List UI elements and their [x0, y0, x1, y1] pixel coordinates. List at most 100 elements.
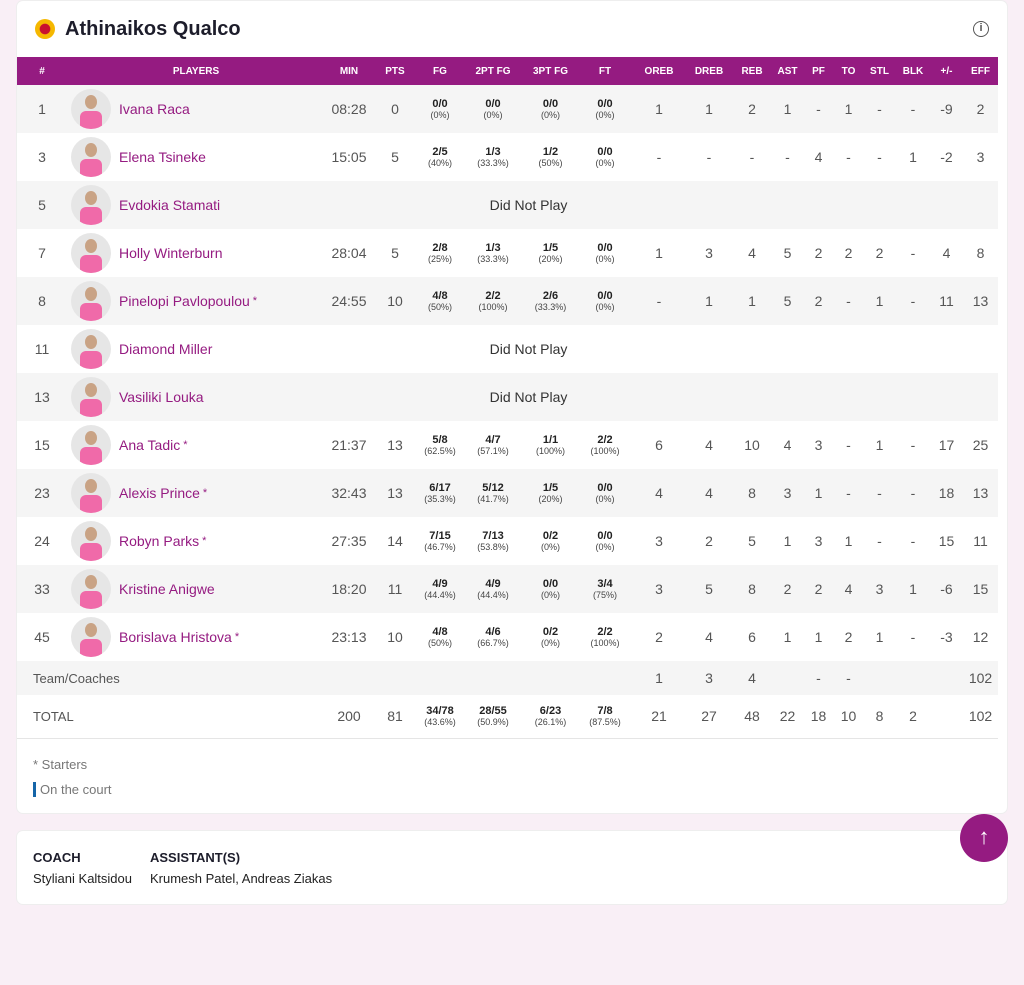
ft-percentage: (0%) — [595, 157, 615, 168]
pf-cell: - — [803, 85, 834, 133]
scroll-to-top-button[interactable]: ↑ — [960, 814, 1008, 862]
on-court-legend: On the court — [33, 781, 1007, 797]
player-name-link[interactable]: Ana Tadic — [119, 437, 181, 453]
fg-cell: 6/17 (35.3%) — [417, 469, 463, 517]
to-cell: - — [846, 437, 851, 453]
player-row: 5 Evdokia Stamati Did Not Play — [17, 181, 998, 229]
ast-cell: 22 — [772, 695, 803, 739]
plus-minus-cell: 15 — [938, 533, 955, 549]
player-row: 13 Vasiliki Louka Did Not Play — [17, 373, 998, 421]
ft-cell: 2/2 (100%) — [578, 421, 632, 469]
3pt-fg-made-attempted: 1/1 — [542, 433, 559, 446]
pf-cell: 2 — [803, 277, 834, 325]
player-name-link[interactable]: Elena Tsineke — [119, 149, 206, 165]
2pt-fg-percentage: (41.7%) — [477, 493, 509, 504]
boxscore-card: Athinaikos Qualco i # PLAYERS MIN PTS FG 2PT … — [17, 1, 1007, 813]
stl-cell: 2 — [875, 245, 884, 261]
player-name-link[interactable]: Kristine Anigwe — [119, 581, 215, 597]
3pt-fg-percentage: (33.3%) — [534, 301, 567, 312]
empty-cell — [463, 661, 523, 695]
dreb-cell: 1 — [686, 85, 732, 133]
player-name-link[interactable]: Ivana Raca — [119, 101, 190, 117]
2pt-fg-percentage: (100%) — [478, 301, 508, 312]
info-icon[interactable]: i — [973, 21, 989, 37]
coaches-card: COACH Styliani Kaltsidou ASSISTANT(S) Krum… — [17, 831, 1007, 904]
plus-minus-cell: -2 — [940, 149, 953, 165]
player-name-link[interactable]: Pinelopi Pavlopoulou — [119, 293, 250, 309]
stl-cell: - — [877, 149, 882, 165]
player-info: Diamond Miller — [67, 329, 325, 369]
empty-cell — [834, 325, 863, 373]
empty-cell — [417, 661, 463, 695]
reb-cell: 4 — [732, 661, 772, 695]
points-cell: 13 — [373, 469, 417, 517]
reb-cell: 8 — [732, 469, 772, 517]
arrow-up-icon: ↑ — [978, 824, 990, 849]
ft-cell: 0/0 (0%) — [578, 277, 632, 325]
2pt-fg-cell: 4/7 (57.1%) — [463, 421, 523, 469]
dreb-cell: - — [706, 149, 712, 165]
fg-made-attempted: 2/8 — [432, 241, 448, 254]
to-cell: - — [834, 469, 863, 517]
pf-cell: 18 — [803, 695, 834, 739]
player-name-link[interactable]: Borislava Hristova — [119, 629, 232, 645]
2pt-fg-cell: 1/3 (33.3%) — [463, 229, 523, 277]
blk-cell: - — [910, 533, 916, 549]
ft-cell: 0/0 (0%) — [578, 469, 632, 517]
player-row: 33 Kristine Anigwe 18:20 11 4/9 (44.4%) 4/9 (44… — [17, 565, 998, 613]
empty-cell — [896, 181, 930, 229]
2pt-fg-made-attempted: 4/6 — [485, 625, 501, 638]
player-name-link[interactable]: Diamond Miller — [119, 341, 213, 357]
2pt-fg-made-attempted: 4/9 — [485, 577, 501, 590]
column-header: REB — [732, 57, 772, 85]
3pt-fg-cell: 0/0 (0%) — [523, 85, 578, 133]
player-name-link[interactable]: Vasiliki Louka — [119, 389, 204, 405]
player-name-link[interactable]: Evdokia Stamati — [119, 197, 221, 213]
team-logo-icon — [35, 19, 55, 39]
points-cell: 81 — [373, 695, 417, 739]
fg-made-attempted: 4/8 — [432, 625, 448, 638]
fg-made-attempted: 4/9 — [432, 577, 448, 590]
plus-minus-cell: -9 — [930, 85, 963, 133]
to-cell: 1 — [844, 533, 853, 549]
2pt-fg-cell: 1/3 (33.3%) — [463, 133, 523, 181]
3pt-fg-made-attempted: 1/5 — [542, 481, 559, 494]
player-cell: Ivana Raca — [67, 85, 325, 133]
2pt-fg-percentage: (33.3%) — [477, 157, 509, 168]
ft-made-attempted: 0/0 — [597, 145, 613, 158]
blk-cell: - — [896, 85, 930, 133]
fg-made-attempted: 4/8 — [432, 289, 448, 302]
fg-cell: 7/15 (46.7%) — [417, 517, 463, 565]
player-info: Robyn Parks * — [67, 521, 325, 561]
3pt-fg-made-attempted: 6/23 — [539, 704, 562, 717]
eff-cell: 8 — [976, 245, 985, 261]
blk-cell: 2 — [896, 695, 930, 739]
minutes-cell: 200 — [325, 695, 373, 739]
empty-cell — [803, 181, 834, 229]
player-avatar — [71, 281, 111, 321]
plus-minus-cell: 4 — [942, 245, 951, 261]
jersey-number: 15 — [34, 437, 50, 453]
player-avatar — [71, 473, 111, 513]
pf-cell: 3 — [814, 437, 823, 453]
plus-minus-cell: 18 — [930, 469, 963, 517]
player-info: Alexis Prince * — [67, 473, 325, 513]
to-cell: 2 — [844, 245, 853, 261]
stl-cell: 8 — [863, 695, 896, 739]
3pt-fg-percentage: (0%) — [540, 541, 560, 552]
ft-percentage: (0%) — [595, 253, 615, 264]
player-cell: Alexis Prince * — [67, 469, 325, 517]
pf-cell: 4 — [814, 149, 823, 165]
2pt-fg-cell: 4/9 (44.4%) — [463, 565, 523, 613]
player-name-link[interactable]: Alexis Prince — [119, 485, 200, 501]
fg-cell: 0/0 (0%) — [417, 85, 463, 133]
column-header: STL — [863, 57, 896, 85]
player-name-link[interactable]: Holly Winterburn — [119, 245, 223, 261]
oreb-cell: 1 — [655, 245, 663, 261]
empty-cell — [863, 373, 896, 421]
player-name-link[interactable]: Robyn Parks — [119, 533, 200, 549]
dreb-cell: 3 — [705, 245, 713, 261]
ft-cell: 3/4 (75%) — [578, 565, 632, 613]
blk-cell: - — [896, 277, 930, 325]
ast-cell: 1 — [783, 629, 792, 645]
